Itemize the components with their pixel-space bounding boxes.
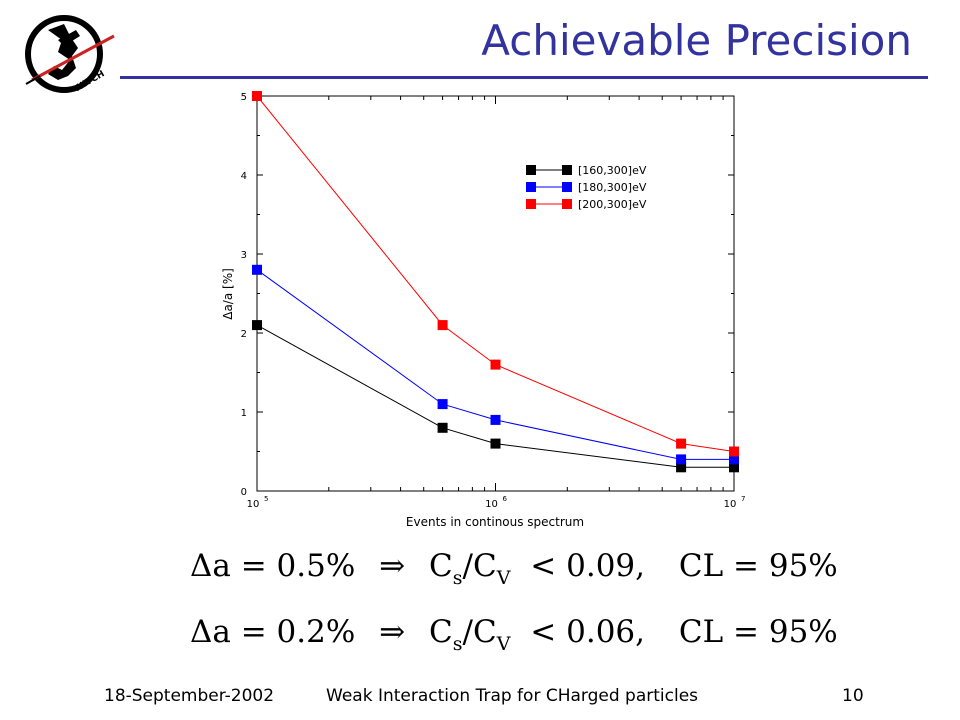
plot-frame-group bbox=[256, 95, 735, 492]
series-points bbox=[252, 91, 739, 473]
eq2-slash: / bbox=[462, 614, 473, 650]
axis-ticks bbox=[256, 95, 735, 492]
legend-marker bbox=[562, 182, 572, 192]
data-point bbox=[252, 320, 262, 331]
eq2-num: C bbox=[429, 614, 453, 650]
footer-date: 18-September-2002 bbox=[104, 686, 275, 706]
slide-title: Achievable Precision bbox=[481, 16, 912, 65]
legend-label: [200,300]eV bbox=[578, 198, 647, 211]
x-axis-label: Events in continous spectrum bbox=[406, 515, 584, 529]
x-tick-label: 10 bbox=[247, 499, 260, 510]
eq2-cl: CL = 95% bbox=[678, 614, 838, 650]
eq2-arrow: ⇒ bbox=[379, 614, 406, 650]
eq1-num-sub: s bbox=[452, 567, 463, 589]
eq1-rel: < 0.09, bbox=[530, 548, 646, 584]
eq2-den: C bbox=[472, 614, 497, 650]
y-tick-label: 4 bbox=[241, 171, 247, 182]
chart-legend: [160,300]eV [180,300]eV [200,300]eV bbox=[526, 164, 647, 211]
legend-label: [160,300]eV bbox=[578, 164, 647, 177]
y-tick-label: 3 bbox=[241, 250, 247, 261]
data-point bbox=[490, 414, 501, 425]
tick-labels: 0 1 2 3 4 5 10 5 10 6 10 7 bbox=[241, 92, 746, 510]
data-point bbox=[437, 422, 448, 433]
legend-label: [180,300]eV bbox=[578, 181, 647, 194]
x-tick-label: 10 bbox=[724, 499, 737, 510]
data-point bbox=[729, 454, 739, 465]
x-tick-label: 10 bbox=[485, 499, 498, 510]
y-tick-label: 0 bbox=[241, 487, 247, 498]
data-point bbox=[252, 91, 262, 101]
data-point bbox=[729, 462, 739, 473]
legend-marker bbox=[526, 165, 536, 175]
legend-marker bbox=[562, 199, 572, 209]
data-point bbox=[490, 359, 501, 370]
data-point bbox=[676, 462, 687, 473]
eq2-den-sub: V bbox=[496, 633, 511, 655]
y-tick-label: 2 bbox=[241, 329, 247, 340]
eq2-num-sub: s bbox=[452, 633, 463, 655]
y-axis-label: Δa/a [%] bbox=[221, 268, 235, 320]
y-tick-label: 5 bbox=[241, 92, 247, 103]
footer-page-number: 10 bbox=[842, 686, 864, 706]
logo-text: WITCH bbox=[73, 69, 107, 94]
eq1-lhs: Δa = 0.5% bbox=[190, 548, 356, 584]
legend-marker bbox=[526, 199, 536, 209]
footer-title: Weak Interaction Trap for CHarged partic… bbox=[326, 686, 699, 706]
plot-frame bbox=[256, 95, 735, 492]
data-point bbox=[676, 438, 687, 449]
data-point bbox=[437, 320, 448, 331]
eq2-lhs: Δa = 0.2% bbox=[190, 614, 356, 650]
x-tick-exponent: 5 bbox=[264, 495, 268, 503]
eq1-den: C bbox=[472, 548, 497, 584]
x-tick-exponent: 6 bbox=[503, 495, 508, 503]
eq1-den-sub: V bbox=[496, 567, 511, 589]
eq1-slash: / bbox=[462, 548, 473, 584]
title-underline bbox=[120, 76, 928, 79]
eq2-rel: < 0.06, bbox=[530, 614, 646, 650]
witch-logo: WITCH bbox=[25, 15, 115, 95]
data-point bbox=[252, 264, 262, 275]
eq1-cl: CL = 95% bbox=[678, 548, 838, 584]
y-tick-label: 1 bbox=[241, 408, 247, 419]
data-point bbox=[729, 446, 739, 457]
legend-marker bbox=[526, 182, 536, 192]
data-point bbox=[490, 438, 501, 449]
x-tick-exponent: 7 bbox=[741, 495, 745, 503]
eq1-num: C bbox=[429, 548, 453, 584]
equation-1: Δa = 0.5% ⇒ Cs/CV < 0.09, CL = 95% bbox=[190, 548, 838, 589]
data-point bbox=[676, 454, 687, 465]
precision-chart: 0 1 2 3 4 5 10 5 10 6 10 7 [160,300]eV [180,300]eV [2… bbox=[221, 91, 746, 529]
eq1-arrow: ⇒ bbox=[379, 548, 406, 584]
data-point bbox=[437, 399, 448, 410]
equation-2: Δa = 0.2% ⇒ Cs/CV < 0.06, CL = 95% bbox=[190, 614, 838, 655]
legend-marker bbox=[562, 165, 572, 175]
